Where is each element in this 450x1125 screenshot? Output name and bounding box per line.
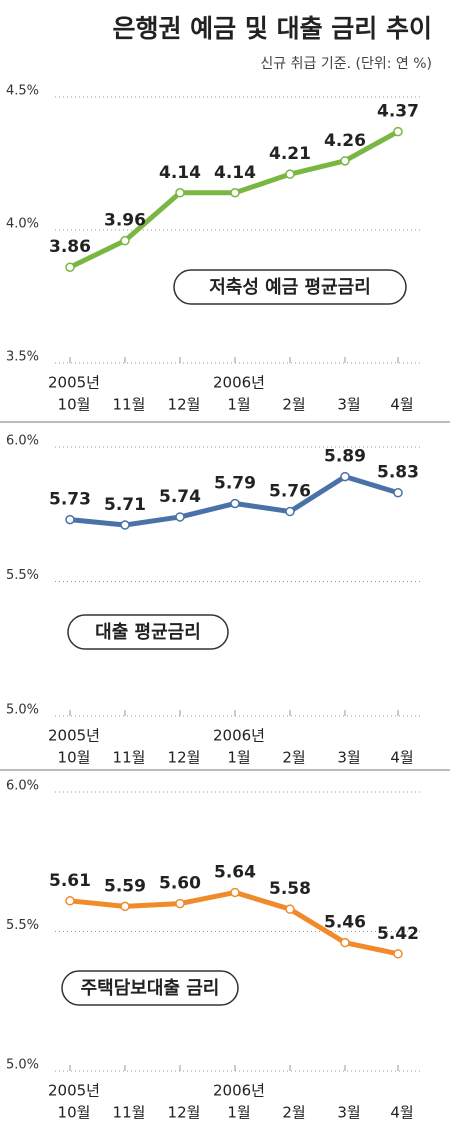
value-label: 5.71 <box>104 495 146 515</box>
x-tick-label: 11월 <box>113 1104 146 1122</box>
x-tick-label: 3월 <box>337 396 360 414</box>
x-tick-label: 12월 <box>168 1104 201 1122</box>
value-label: 5.76 <box>269 482 311 502</box>
x-tick-label: 4월 <box>390 396 413 414</box>
point <box>285 904 295 914</box>
x-tick-label: 4월 <box>390 749 413 767</box>
point <box>65 262 75 272</box>
x-tick-label: 11월 <box>113 396 146 414</box>
point <box>120 235 130 246</box>
x-tick-label: 3월 <box>337 749 360 767</box>
x-tick-label: 4월 <box>390 1104 413 1122</box>
y-tick-label: 5.0% <box>6 1058 39 1073</box>
point <box>285 169 295 179</box>
subtitle: 신규 취급 기준. (단위: 연 %) <box>260 56 432 72</box>
point <box>340 937 350 948</box>
x-tick-label: 12월 <box>168 396 201 414</box>
value-label: 5.74 <box>159 487 201 507</box>
point <box>285 506 295 517</box>
x-tick-label: 12월 <box>168 749 201 767</box>
point <box>230 887 240 898</box>
year-label: 2005년 <box>48 374 100 392</box>
x-tick-label: 1월 <box>227 396 250 414</box>
point <box>120 901 130 912</box>
legend-box <box>173 269 407 305</box>
point <box>65 514 75 525</box>
x-tick-label: 2월 <box>282 396 305 414</box>
year-label: 2005년 <box>48 727 100 745</box>
y-tick-label: 5.5% <box>6 918 39 933</box>
year-label: 2005년 <box>48 1082 100 1100</box>
x-tick-label: 1월 <box>227 1104 250 1122</box>
point <box>393 487 403 498</box>
point <box>65 896 75 906</box>
value-label: 5.79 <box>214 473 256 493</box>
point <box>230 498 240 509</box>
legend-box <box>61 970 239 1006</box>
value-label: 5.46 <box>324 913 366 933</box>
year-label: 2006년 <box>213 374 265 392</box>
value-label: 5.42 <box>377 924 419 944</box>
x-tick-label: 3월 <box>337 1104 360 1122</box>
y-tick-label: 5.5% <box>6 568 39 583</box>
title: 은행권 예금 및 대출 금리 추이 <box>112 14 432 43</box>
point <box>120 520 130 530</box>
x-tick-label: 2월 <box>282 1104 305 1122</box>
x-tick-label: 10월 <box>58 396 91 414</box>
point <box>175 512 185 522</box>
x-tick-label: 1월 <box>227 749 250 767</box>
y-tick-label: 6.0% <box>6 779 39 794</box>
year-label: 2006년 <box>213 727 265 745</box>
y-tick-label: 3.5% <box>6 350 39 365</box>
value-label: 4.14 <box>214 163 256 183</box>
value-label: 5.73 <box>49 490 91 510</box>
point <box>393 949 403 959</box>
value-label: 5.61 <box>49 871 91 891</box>
legend-label: 주택담보대출 금리 <box>81 978 220 999</box>
value-label: 4.14 <box>159 163 201 183</box>
value-label: 3.96 <box>104 211 146 231</box>
x-tick-label: 11월 <box>113 749 146 767</box>
value-label: 5.59 <box>104 876 146 896</box>
y-tick-label: 4.0% <box>6 217 39 232</box>
x-tick-label: 2월 <box>282 749 305 767</box>
legend-box <box>67 614 229 650</box>
x-tick-label: 10월 <box>58 749 91 767</box>
point <box>340 156 350 166</box>
x-tick-label: 10월 <box>58 1104 91 1122</box>
point <box>340 471 350 482</box>
y-tick-label: 4.5% <box>6 84 39 99</box>
point <box>175 898 185 909</box>
y-tick-label: 5.0% <box>6 703 39 718</box>
value-label: 5.89 <box>324 447 366 467</box>
value-label: 5.60 <box>159 874 201 894</box>
value-label: 4.21 <box>269 144 311 164</box>
value-label: 5.58 <box>269 879 311 899</box>
value-label: 4.37 <box>377 102 419 122</box>
value-label: 3.86 <box>49 237 91 257</box>
point <box>175 188 185 198</box>
point <box>230 188 240 198</box>
value-label: 5.64 <box>214 862 256 882</box>
value-label: 4.26 <box>324 131 366 151</box>
value-label: 5.83 <box>377 463 419 483</box>
legend-label: 대출 평균금리 <box>95 622 201 643</box>
year-label: 2006년 <box>213 1082 265 1100</box>
y-tick-label: 6.0% <box>6 434 39 449</box>
legend-label: 저축성 예금 평균금리 <box>209 277 371 298</box>
point <box>393 126 403 137</box>
